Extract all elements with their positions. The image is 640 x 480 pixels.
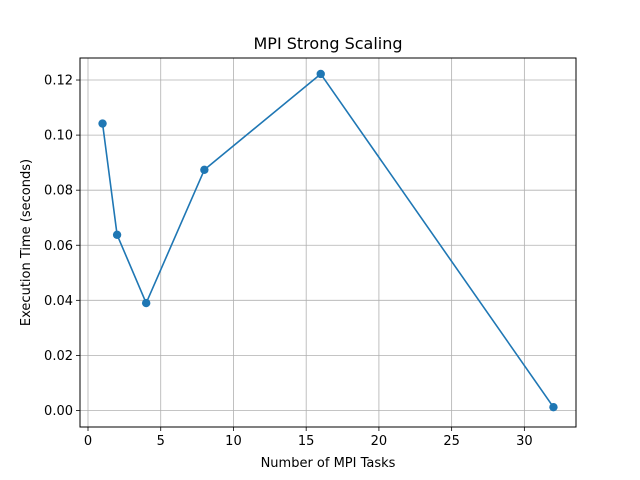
series-line: [101, 73, 555, 408]
plot-frame: [79, 57, 577, 428]
x-tick-label: 20: [371, 434, 388, 449]
data-point: [316, 69, 325, 79]
data-point: [112, 230, 122, 239]
y-axis-label: Execution Time (seconds): [19, 159, 34, 326]
grid: [80, 58, 576, 427]
ticks: 0 5 10 15 20 25 30 0.00 0.02 0.04 0.06 0.08 0.10 0.12: [44, 74, 533, 449]
data-point: [200, 165, 209, 175]
y-tick-label: 0.12: [44, 74, 73, 89]
data-point: [98, 119, 107, 128]
chart-title: MPI Strong Scaling: [253, 34, 402, 53]
y-tick-label: 0.06: [44, 239, 73, 254]
y-tick-label: 0.08: [44, 184, 73, 199]
y-tick-label: 0.10: [44, 129, 73, 144]
x-tick-label: 0: [84, 434, 92, 449]
y-tick-label: 0.04: [44, 294, 73, 309]
x-tick-label: 25: [443, 434, 460, 449]
x-tick-label: 5: [157, 434, 165, 449]
x-tick-label: 10: [225, 434, 242, 449]
x-tick-label: 15: [298, 434, 315, 449]
x-axis-label: Number of MPI Tasks: [261, 456, 396, 471]
x-tick-label: 30: [516, 434, 533, 449]
series-layer: [98, 69, 558, 412]
data-point: [549, 402, 558, 412]
y-tick-label: 0.02: [44, 349, 73, 364]
data-point: [141, 298, 151, 308]
y-tick-label: 0.00: [44, 404, 73, 419]
